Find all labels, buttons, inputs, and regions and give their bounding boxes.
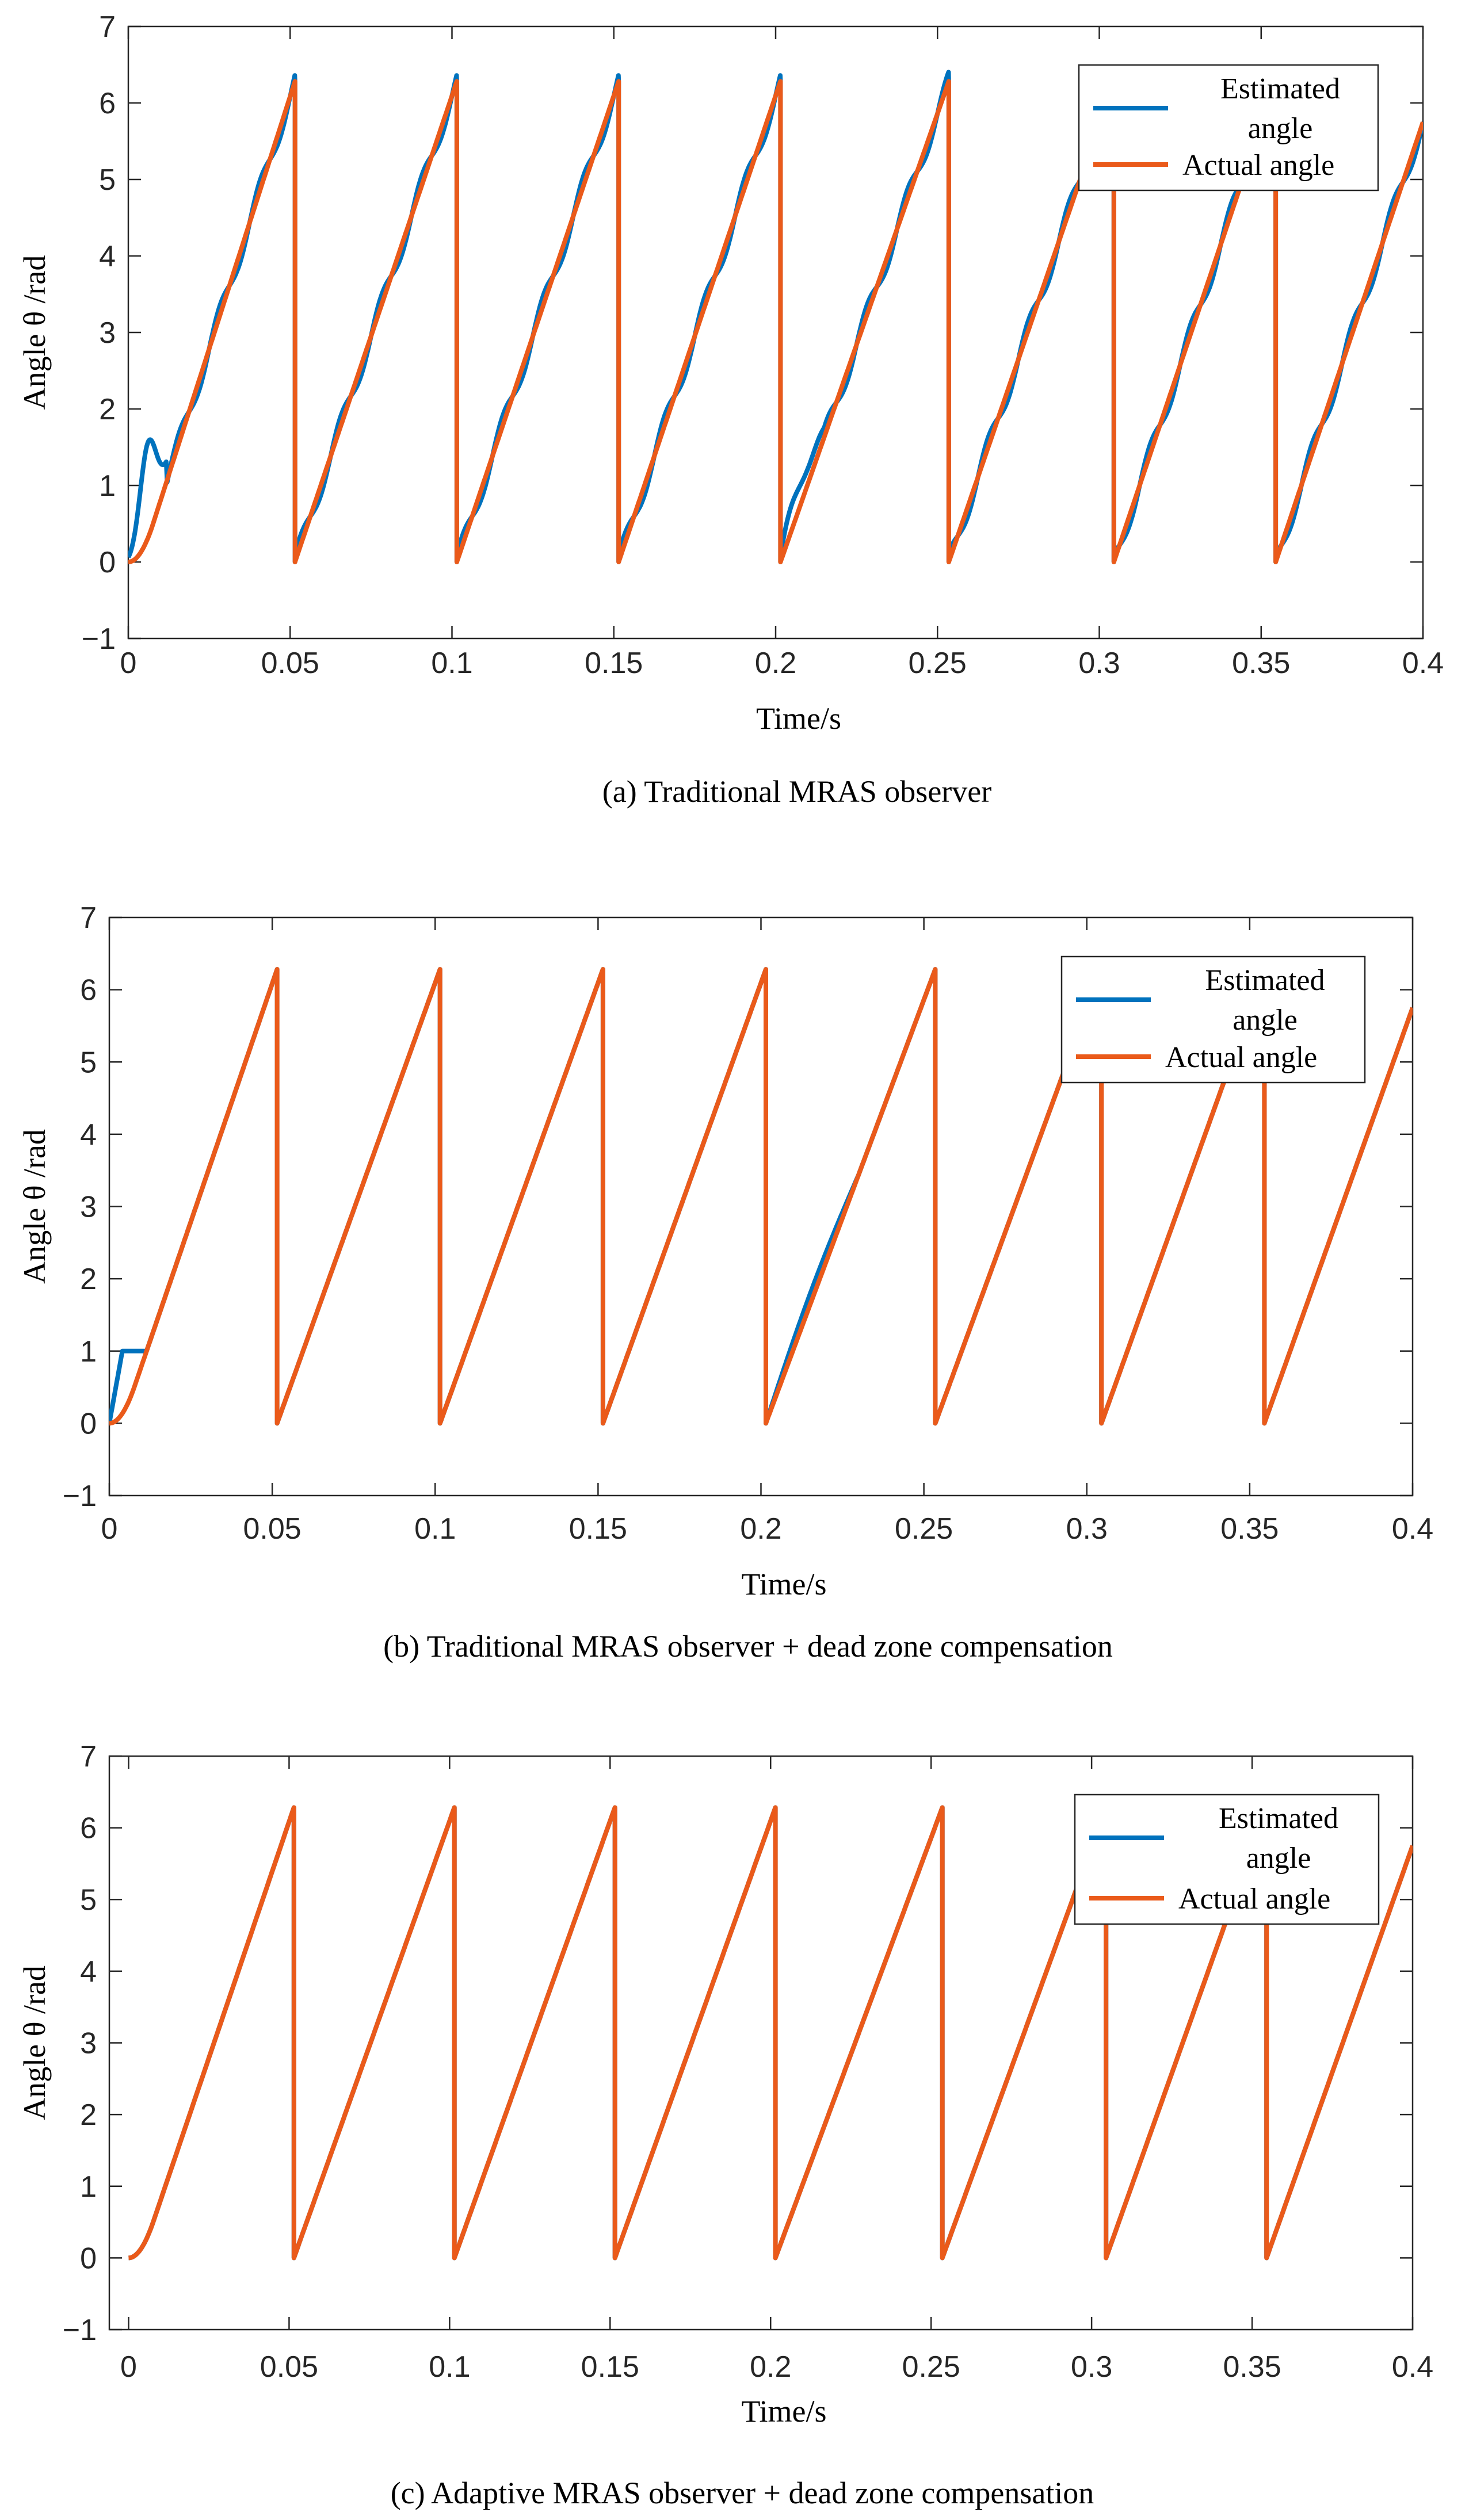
- chart-c-y-tick-label: 1: [80, 2170, 97, 2204]
- chart-b-y-tick-label: 6: [80, 974, 97, 1007]
- chart-a-x-tick-label: 0.3: [1078, 647, 1120, 680]
- chart-c-y-tick-label: 5: [80, 1883, 97, 1917]
- chart-c-x-tick-label: 0.2: [750, 2350, 791, 2384]
- chart-b-x-tick-label: 0.1: [414, 1512, 456, 1546]
- chart-a-y-tick-label: −1: [82, 622, 116, 656]
- chart-a-y-tick-label: 0: [99, 546, 116, 579]
- chart-a-x-tick-label: 0.35: [1232, 647, 1290, 680]
- chart-c-series-group: [127, 1805, 1413, 2261]
- chart-a-x-tick-label: 0.2: [755, 647, 796, 680]
- chart-a-x-tick-label: 0: [120, 647, 137, 680]
- chart-a-legend-label-actual-angle: Actual angle: [1182, 149, 1334, 182]
- chart-b-y-axis-title: Angle θ /rad: [17, 1129, 52, 1284]
- chart-c-x-tick-label: 0.1: [429, 2350, 470, 2384]
- chart-b-legend-label-actual-angle: Actual angle: [1165, 1041, 1317, 1074]
- chart-b-x-tick-label: 0.3: [1066, 1512, 1108, 1546]
- chart-a-legend-label-estimated-angle: Estimated: [1220, 72, 1340, 105]
- chart-a-x-axis-title: Time/s: [756, 701, 841, 736]
- chart-a-svg: (a) Traditional MRAS observer −101234567…: [17, 10, 1444, 809]
- chart-c-y-tick-label: 4: [80, 1955, 97, 1989]
- chart-b-legend-label-estimated-angle-line2: angle: [1233, 1004, 1298, 1037]
- chart-b-x-tick-label: 0.4: [1392, 1512, 1433, 1546]
- chart-b-series-actual-angle: [109, 967, 1413, 1426]
- chart-c-y-tick-label: 7: [80, 1740, 97, 1773]
- chart-c-y-tick-label: 6: [80, 1812, 97, 1845]
- chart-c-x-tick-label: 0: [120, 2350, 137, 2384]
- chart-b-y-tick-label: 3: [80, 1191, 97, 1224]
- chart-b-x-tick-label: 0.25: [895, 1512, 953, 1546]
- chart-b-series-group: [109, 967, 1413, 1426]
- chart-a-x-tick-label: 0.05: [261, 647, 319, 680]
- chart-a-y-tick-label: 3: [99, 316, 116, 350]
- chart-a-y-tick-label: 4: [99, 240, 116, 273]
- chart-c-x-tick-label: 0.15: [581, 2350, 639, 2384]
- chart-b-y-tick-label: 2: [80, 1263, 97, 1296]
- chart-c-y-tick-label: 3: [80, 2027, 97, 2060]
- chart-c-legend-label-estimated-angle-line2: angle: [1246, 1842, 1311, 1875]
- chart-a-y-tick-label: 7: [99, 10, 116, 44]
- chart-b-legend-box: [1060, 955, 1366, 1084]
- chart-panel-b: (b) Traditional MRAS observer + dead zon…: [0, 863, 1469, 1691]
- chart-c-x-tick-label: 0.05: [260, 2350, 318, 2384]
- chart-c-legend-box: [1074, 1794, 1380, 1925]
- chart-b-y-tick-label: 1: [80, 1335, 97, 1368]
- chart-a-x-tick-label: 0.1: [431, 647, 472, 680]
- chart-a-y-tick-label: 1: [99, 469, 116, 503]
- chart-a-series-actual-angle: [128, 79, 1423, 564]
- chart-c-x-tick-label: 0.35: [1223, 2350, 1281, 2384]
- chart-a-caption: (a) Traditional MRAS observer: [602, 774, 991, 809]
- chart-a-legend-label-estimated-angle-line2: angle: [1248, 112, 1313, 145]
- chart-panel-c: (c) Adaptive MRAS observer + dead zone c…: [0, 1691, 1469, 2520]
- chart-b-x-tick-label: 0.15: [569, 1512, 627, 1546]
- chart-b-x-tick-label: 0.2: [740, 1512, 781, 1546]
- chart-c-x-tick-label: 0.25: [902, 2350, 960, 2384]
- chart-b-y-tick-label: −1: [63, 1479, 97, 1513]
- chart-b-x-tick-label: 0.35: [1220, 1512, 1279, 1546]
- chart-a-x-tick-label: 0.15: [585, 647, 643, 680]
- chart-b-caption: (b) Traditional MRAS observer + dead zon…: [383, 1629, 1113, 1664]
- chart-a-legend-box: [1078, 64, 1379, 192]
- chart-c-legend-label-estimated-angle: Estimated: [1219, 1802, 1338, 1835]
- chart-a-x-tick-label: 0.25: [909, 647, 967, 680]
- chart-b-x-axis-title: Time/s: [741, 1567, 826, 1601]
- chart-c-y-tick-label: 0: [80, 2242, 97, 2275]
- chart-a-y-axis-title: Angle θ /rad: [17, 255, 52, 410]
- chart-b-y-tick-label: 4: [80, 1118, 97, 1152]
- chart-c-y-tick-label: 2: [80, 2098, 97, 2132]
- chart-b-y-tick-label: 5: [80, 1046, 97, 1079]
- chart-c-x-tick-label: 0.4: [1392, 2350, 1433, 2384]
- chart-a-x-tick-label: 0.4: [1402, 647, 1444, 680]
- chart-c-y-axis-title: Angle θ /rad: [17, 1965, 52, 2120]
- chart-b-y-tick-label: 0: [80, 1407, 97, 1440]
- chart-c-y-tick-label: −1: [63, 2313, 97, 2347]
- chart-a-series-group: [128, 70, 1423, 564]
- chart-a-y-tick-label: 2: [99, 393, 116, 426]
- chart-c-x-tick-label: 0.3: [1071, 2350, 1112, 2384]
- chart-panel-a: (a) Traditional MRAS observer −1 0 1 2 3 4 5 6 7…: [0, 0, 1469, 863]
- chart-b-x-tick-label: 0: [101, 1512, 118, 1546]
- chart-b-y-tick-label: 7: [80, 901, 97, 935]
- chart-b-legend-label-estimated-angle: Estimated: [1205, 964, 1325, 997]
- chart-b-x-tick-label: 0.05: [243, 1512, 302, 1546]
- chart-c-x-axis-title: Time/s: [741, 2394, 826, 2429]
- chart-a-y-tick-label: 5: [99, 163, 116, 197]
- chart-c-legend-label-actual-angle: Actual angle: [1178, 1883, 1330, 1915]
- chart-c-svg: (c) Adaptive MRAS observer + dead zone c…: [17, 1740, 1433, 2510]
- chart-b-svg: (b) Traditional MRAS observer + dead zon…: [17, 901, 1433, 1664]
- chart-a-y-tick-label: 6: [99, 87, 116, 120]
- chart-c-caption: (c) Adaptive MRAS observer + dead zone c…: [391, 2476, 1094, 2510]
- chart-c-series-actual-angle: [127, 1805, 1413, 2261]
